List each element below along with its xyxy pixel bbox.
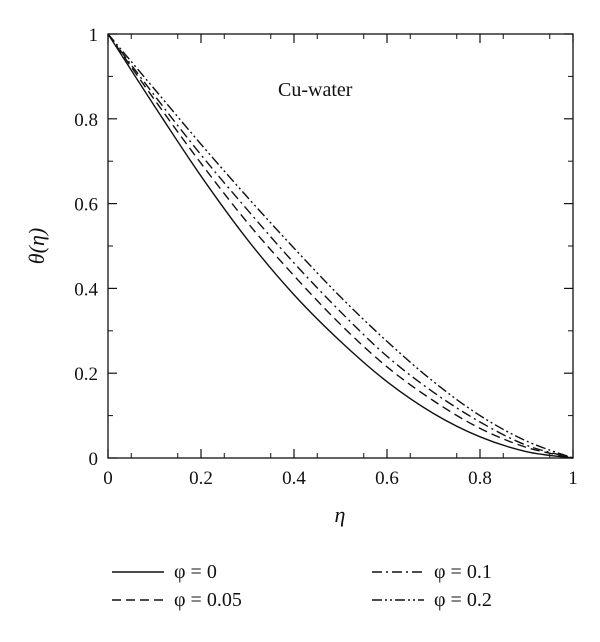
tick-labels: 0 0.2 0.4 0.6 0.8 1 0 0.2 0.4 0.6 0.8 1 <box>74 25 578 489</box>
x-tick-label: 0.4 <box>282 468 306 489</box>
x-axis-label: η <box>335 502 346 527</box>
series-line-3 <box>107 33 574 459</box>
legend: φ = 0 φ = 0.05 φ = 0.1 φ = 0.2 <box>112 561 492 611</box>
legend-label-1: φ = 0 <box>174 561 217 583</box>
y-tick-label: 0.2 <box>74 364 98 385</box>
legend-label-4: φ = 0.2 <box>434 589 492 611</box>
x-tick-label: 0.8 <box>468 468 492 489</box>
y-axis-label: θ(η) <box>24 228 49 264</box>
annotation-label: Cu-water <box>278 79 353 101</box>
x-tick-label: 1 <box>568 468 578 489</box>
series-line-1 <box>107 33 574 459</box>
x-tick-label: 0 <box>103 468 113 489</box>
legend-label-2: φ = 0.05 <box>174 589 242 611</box>
series-line-4 <box>107 33 574 459</box>
series-line-2 <box>107 33 574 459</box>
x-tick-label: 0.2 <box>189 468 213 489</box>
y-tick-label: 0.4 <box>74 279 98 300</box>
y-tick-label: 0.8 <box>74 110 98 131</box>
y-tick-label: 0 <box>89 449 99 470</box>
y-tick-label: 0.6 <box>74 195 98 216</box>
x-tick-label: 0.6 <box>375 468 399 489</box>
series-lines <box>107 33 574 459</box>
ticks <box>107 33 574 459</box>
y-tick-label: 1 <box>89 25 99 46</box>
legend-label-3: φ = 0.1 <box>434 561 492 583</box>
